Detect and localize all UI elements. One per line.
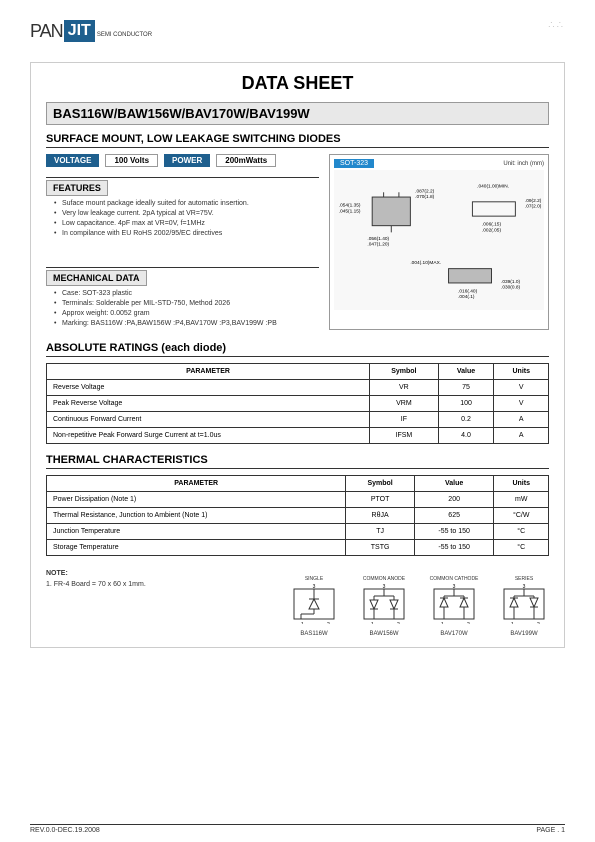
svg-text:.004(.10)MAX.: .004(.10)MAX. xyxy=(410,260,441,266)
svg-text:.087(2.2): .087(2.2) xyxy=(415,188,434,194)
package-label: SOT-323 xyxy=(334,159,374,168)
feature-item: Low capacitance. 4pF max at VR=0V, f=1MH… xyxy=(54,220,319,227)
feature-item: Very low leakage current. 2pA typical at… xyxy=(54,210,319,217)
table-row: Reverse VoltageVR75V xyxy=(47,380,549,396)
svg-text:.006(.15): .006(.15) xyxy=(482,222,501,228)
note-text: 1. FR-4 Board = 70 x 60 x 1mm. xyxy=(46,581,166,588)
power-value: 200mWatts xyxy=(216,154,276,167)
features-header: FEATURES xyxy=(46,180,108,196)
mech-item: Approx weight: 0.0052 gram xyxy=(54,310,319,317)
table-row: Thermal Resistance, Junction to Ambient … xyxy=(47,508,549,524)
svg-text:.002(.05): .002(.05) xyxy=(482,227,501,233)
svg-text:.040(1.00)MIN.: .040(1.00)MIN. xyxy=(477,184,509,190)
svg-text:2: 2 xyxy=(537,622,540,624)
svg-text:.045(1.15): .045(1.15) xyxy=(339,208,361,214)
svg-text:2: 2 xyxy=(397,622,400,624)
revision: REV.0.0-DEC.19.2008 xyxy=(30,827,100,834)
svg-text:1: 1 xyxy=(371,622,374,624)
mechanical-list: Case: SOT-323 plastic Terminals: Solderab… xyxy=(46,290,319,327)
svg-text:2: 2 xyxy=(467,622,470,624)
svg-text:1: 1 xyxy=(301,622,304,624)
page-number: PAGE . 1 xyxy=(536,827,565,834)
svg-text:1: 1 xyxy=(511,622,514,624)
logo-pan: PAN xyxy=(30,21,63,42)
svg-text:1: 1 xyxy=(441,622,444,624)
absolute-header: ABSOLUTE RATINGS (each diode) xyxy=(46,342,549,357)
svg-text:.039(1.0): .039(1.0) xyxy=(501,279,520,285)
power-label: POWER xyxy=(164,154,210,167)
content-box: DATA SHEET BAS116W/BAW156W/BAV170W/BAV19… xyxy=(30,62,565,648)
pin-diagram: COMMON ANODE312BAW156W xyxy=(359,576,409,637)
thermal-header: THERMAL CHARACTERISTICS xyxy=(46,454,549,469)
thermal-table: PARAMETERSymbolValueUnitsPower Dissipati… xyxy=(46,475,549,556)
svg-text:.07(2.0): .07(2.0) xyxy=(525,204,542,210)
svg-text:.004(.1): .004(.1) xyxy=(458,294,475,300)
svg-text:2: 2 xyxy=(327,622,330,624)
svg-text:.056(1.40): .056(1.40) xyxy=(367,236,389,242)
table-row: Storage TemperatureTSTG-55 to 150°C xyxy=(47,540,549,556)
svg-text:.09(2.2): .09(2.2) xyxy=(525,198,542,204)
mech-item: Marking: BAS116W :PA,BAW156W :P4,BAV170W… xyxy=(54,320,319,327)
pin-diagram: COMMON CATHODE312BAV170W xyxy=(429,576,479,637)
note-header: NOTE: xyxy=(46,570,166,577)
mech-item: Case: SOT-323 plastic xyxy=(54,290,319,297)
pin-diagrams: SINGLE312BAS116WCOMMON ANODE312BAW156WCO… xyxy=(166,576,549,637)
unit-label: Unit: inch (mm) xyxy=(503,161,544,167)
features-list: Suface mount package ideally suited for … xyxy=(46,200,319,237)
mech-item: Terminals: Solderable per MIL-STD-750, M… xyxy=(54,300,319,307)
logo-jit: JIT xyxy=(64,20,95,42)
voltage-label: VOLTAGE xyxy=(46,154,99,167)
table-row: Peak Reverse VoltageVRM100V xyxy=(47,396,549,412)
pin-diagram: SINGLE312BAS116W xyxy=(289,576,339,637)
package-drawing: SOT-323 Unit: inch (mm) .087(2.2) .070(1… xyxy=(329,154,549,330)
subtitle: SURFACE MOUNT, LOW LEAKAGE SWITCHING DIO… xyxy=(46,133,549,148)
table-row: Junction TemperatureTJ-55 to 150°C xyxy=(47,524,549,540)
feature-item: In compilance with EU RoHS 2002/95/EC di… xyxy=(54,230,319,237)
logo: PAN JIT SEMI CONDUCTOR xyxy=(30,20,565,42)
table-row: Power Dissipation (Note 1)PTOT200mW xyxy=(47,492,549,508)
svg-text:.016(.40): .016(.40) xyxy=(458,289,477,295)
page-title: DATA SHEET xyxy=(46,73,549,94)
svg-text:.070(1.8): .070(1.8) xyxy=(415,194,434,200)
pin-diagram: SERIES312BAV199W xyxy=(499,576,549,637)
table-row: Non-repetitive Peak Forward Surge Curren… xyxy=(47,428,549,444)
mechanical-header: MECHANICAL DATA xyxy=(46,270,147,286)
absolute-ratings-table: PARAMETERSymbolValueUnitsReverse Voltage… xyxy=(46,363,549,444)
logo-subtitle: SEMI CONDUCTOR xyxy=(97,32,152,38)
voltage-value: 100 Volts xyxy=(105,154,158,167)
svg-text:.047(1.20): .047(1.20) xyxy=(367,242,389,248)
svg-text:.054(1.35): .054(1.35) xyxy=(339,203,361,209)
part-number: BAS116W/BAW156W/BAV170W/BAV199W xyxy=(46,102,549,125)
decoration-dots: ∴∴ xyxy=(548,20,565,31)
table-row: Continuous Forward CurrentIF0.2A xyxy=(47,412,549,428)
feature-item: Suface mount package ideally suited for … xyxy=(54,200,319,207)
package-diagram: .087(2.2) .070(1.8) .054(1.35) .045(1.15… xyxy=(334,170,544,310)
footer: REV.0.0-DEC.19.2008 PAGE . 1 xyxy=(30,824,565,834)
svg-text:.030(0.8): .030(0.8) xyxy=(501,285,520,291)
